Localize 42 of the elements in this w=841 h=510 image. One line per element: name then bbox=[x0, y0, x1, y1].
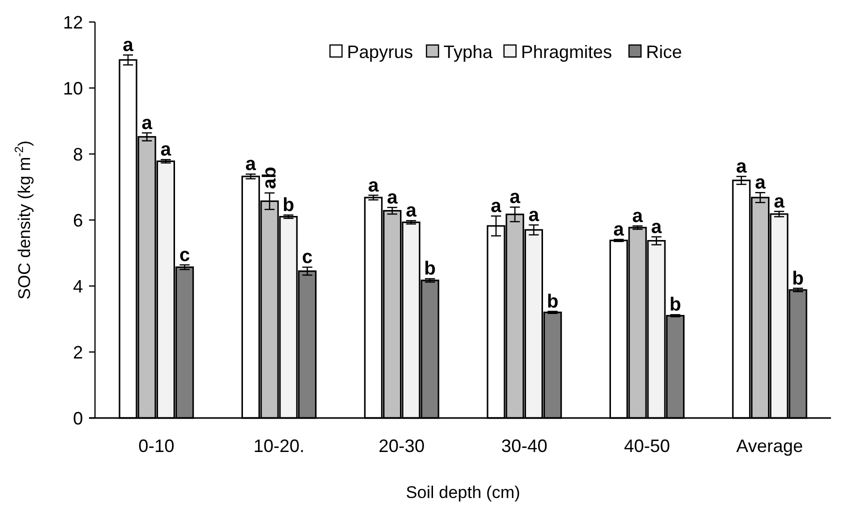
data-label: c bbox=[179, 244, 190, 266]
data-label: a bbox=[122, 35, 134, 56]
data-label: a bbox=[490, 196, 502, 218]
x-tick-label: 20-30 bbox=[378, 436, 425, 456]
data-label: a bbox=[736, 156, 748, 178]
data-label: c bbox=[302, 247, 314, 268]
legend-label: Rice bbox=[646, 42, 682, 62]
data-label: b bbox=[546, 291, 558, 312]
x-axis-title: Soil depth (cm) bbox=[406, 483, 520, 502]
data-label: b bbox=[282, 195, 294, 216]
data-label: a bbox=[774, 191, 785, 212]
legend-label: Phragmites bbox=[521, 42, 612, 62]
data-label: b bbox=[792, 268, 804, 290]
data-label: a bbox=[528, 204, 540, 226]
y-tick-label: 6 bbox=[72, 210, 83, 230]
data-label: a bbox=[406, 200, 417, 222]
data-label: a bbox=[245, 154, 256, 176]
data-label: a bbox=[160, 140, 172, 161]
x-tick-label: Average bbox=[736, 436, 804, 456]
data-label: a bbox=[510, 187, 521, 208]
data-label: ab bbox=[260, 166, 281, 189]
legend-label: Papyrus bbox=[347, 42, 414, 62]
x-tick-label: 30-40 bbox=[501, 436, 548, 456]
data-label: a bbox=[632, 206, 644, 227]
data-label: a bbox=[142, 112, 153, 134]
y-tick-label: 10 bbox=[62, 78, 83, 98]
x-tick-label: 40-50 bbox=[624, 436, 670, 456]
x-tick-label: 0-10 bbox=[138, 436, 174, 456]
legend-label: Typha bbox=[444, 42, 494, 62]
x-tick-label: 10-20. bbox=[253, 436, 305, 456]
data-label: a bbox=[651, 216, 662, 238]
y-tick-label: 8 bbox=[72, 144, 83, 164]
data-label: b bbox=[424, 258, 436, 280]
data-label: a bbox=[386, 187, 398, 208]
data-label: a bbox=[613, 219, 624, 240]
y-tick-label: 12 bbox=[62, 12, 83, 32]
y-tick-label: 2 bbox=[72, 342, 83, 362]
y-tick-label: 0 bbox=[72, 408, 83, 428]
data-label: a bbox=[754, 172, 766, 194]
data-label: b bbox=[670, 294, 682, 316]
y-tick-label: 4 bbox=[72, 276, 83, 296]
data-label: a bbox=[368, 175, 380, 196]
